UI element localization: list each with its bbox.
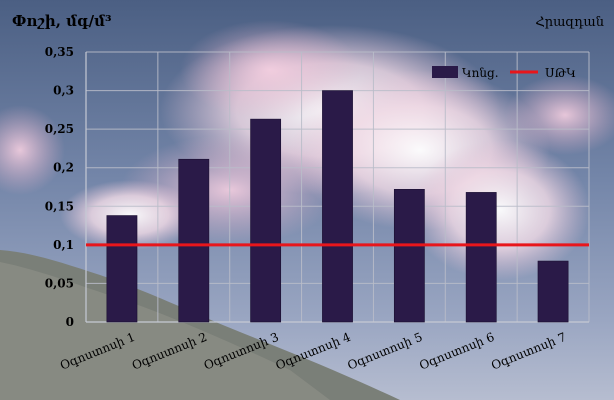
- y-tick-label: 0: [66, 315, 74, 329]
- bar: [537, 260, 569, 323]
- hill-silhouette: [0, 250, 400, 400]
- legend-series-label: Կոնց.: [462, 66, 499, 80]
- y-unit-label: Փոշի, մգ/մ³: [12, 12, 112, 30]
- y-tick-label: 0,15: [45, 199, 74, 213]
- legend-bar-swatch: [432, 66, 458, 78]
- bar: [250, 118, 282, 323]
- legend: Կոնց. ՍԹԿ: [432, 66, 576, 80]
- bars: [106, 90, 569, 323]
- legend-reference-label: ՍԹԿ: [545, 66, 576, 80]
- y-tick-label: 0,05: [45, 276, 74, 290]
- bar: [393, 189, 425, 323]
- y-tick-labels: 0 0,05 0,1 0,15 0,2 0,25 0,3 0,35: [45, 45, 74, 329]
- y-tick-label: 0,25: [45, 122, 74, 136]
- bar: [106, 215, 138, 323]
- city-label: Հրազդան: [535, 15, 604, 30]
- bar: [465, 192, 497, 323]
- bar: [178, 158, 210, 323]
- y-tick-label: 0,2: [53, 161, 74, 175]
- bar: [322, 90, 353, 323]
- y-tick-label: 0,3: [53, 84, 74, 98]
- y-tick-label: 0,1: [53, 238, 74, 252]
- y-tick-label: 0,35: [45, 45, 74, 59]
